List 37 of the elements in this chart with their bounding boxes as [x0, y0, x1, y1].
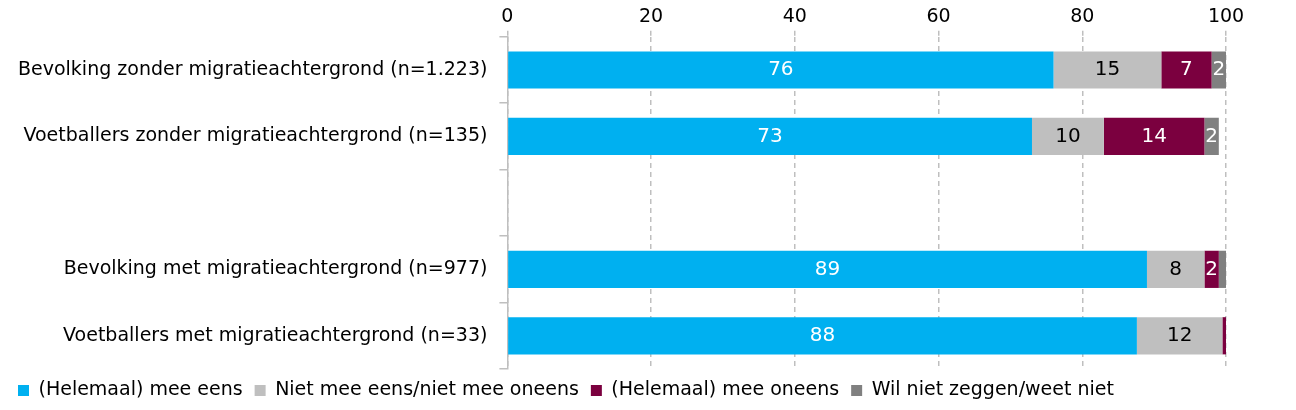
- bar: [508, 250, 1147, 288]
- bar: [1161, 51, 1212, 89]
- data-label: 14: [1141, 122, 1167, 147]
- data-label: 2: [1212, 56, 1226, 81]
- legend-label: (Helemaal) mee oneens: [611, 377, 840, 400]
- x-tick-label: 20: [639, 4, 664, 27]
- x-tick-label: 60: [926, 4, 951, 27]
- bar: [1218, 250, 1226, 288]
- data-label: 7: [1180, 56, 1193, 81]
- bar: [508, 317, 1137, 355]
- bar: [1136, 317, 1223, 355]
- legend-label: (Helemaal) mee eens: [38, 377, 243, 400]
- y-tick-label: Voetballers met migratieachtergrond (n=33): [63, 322, 488, 345]
- data-label: 8: [1169, 255, 1183, 280]
- y-tick-label: Bevolking met migratieachtergrond (n=977): [63, 256, 488, 279]
- data-label: 76: [768, 56, 794, 81]
- y-tick-label: Bevolking zonder migratieachtergrond (n=1.223): [18, 56, 488, 79]
- x-tick-label: 80: [1070, 4, 1095, 27]
- bar: [1222, 317, 1226, 355]
- bar: [1103, 117, 1205, 156]
- data-label: 10: [1055, 122, 1081, 147]
- data-label: 2: [1205, 255, 1218, 280]
- x-tick-label: 100: [1207, 4, 1245, 27]
- bar: [508, 51, 1054, 89]
- x-tick-label: 0: [501, 4, 514, 27]
- data-label: 2: [1205, 122, 1218, 147]
- bar: [508, 117, 1032, 156]
- x-tick-label: 40: [782, 4, 807, 27]
- data-label: 15: [1094, 56, 1121, 81]
- data-label: 89: [814, 255, 841, 280]
- data-label: 73: [757, 122, 783, 147]
- bar: [1146, 250, 1205, 288]
- y-tick-label: Voetballers zonder migratieachtergrond (n=135): [23, 123, 488, 146]
- legend-label: Wil niet zeggen/weet niet: [871, 377, 1114, 400]
- data-label: 88: [809, 321, 836, 346]
- legend-label: Niet mee eens/niet mee oneens: [275, 377, 579, 400]
- data-label: 12: [1166, 321, 1193, 346]
